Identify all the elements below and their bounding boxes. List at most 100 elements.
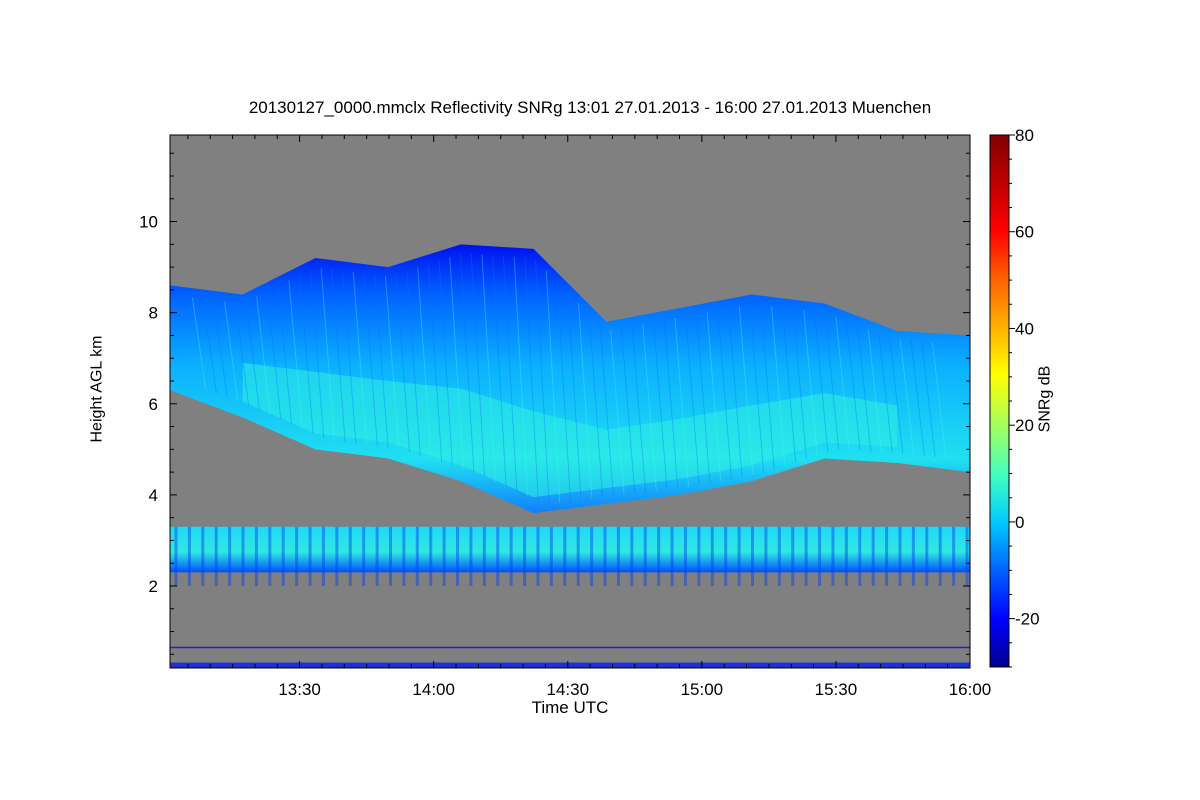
cloud-streak (460, 253, 475, 473)
colorbar-tick-label: 20 (1015, 416, 1034, 435)
x-tick-label: 14:00 (412, 680, 455, 699)
cloud-streak (824, 312, 840, 450)
x-axis: 13:30 14:00 14:30 15:00 15:30 16:00 (187, 135, 992, 699)
cloud-streak (899, 340, 915, 455)
cloud-streak (406, 270, 421, 456)
colorbar-tick-label: 80 (1015, 126, 1034, 145)
cloud-streak (502, 256, 518, 491)
cloud-streak (224, 301, 239, 402)
cloud-streak (309, 269, 325, 439)
lower-cloud-gap (898, 526, 902, 586)
lower-cloud-gap (308, 526, 312, 586)
cloud-streak (931, 342, 947, 459)
cloud-streak (867, 328, 883, 453)
cloud-streak (610, 330, 625, 495)
cloud-streak (620, 328, 636, 494)
cloud-streak (438, 260, 453, 466)
cloud-streak (266, 291, 282, 420)
cloud-streak (384, 275, 400, 450)
cloud-streak (256, 296, 271, 415)
lower-cloud-gap (885, 526, 889, 586)
lower-cloud-gap (563, 526, 567, 586)
lower-cloud-gap (818, 526, 822, 586)
lower-cloud-gap (523, 526, 527, 586)
cloud-streak (771, 305, 786, 466)
lower-cloud-gap (187, 526, 191, 586)
cloud-streak (481, 254, 496, 482)
x-tick-label: 15:00 (681, 680, 724, 699)
cloud-streak (342, 270, 357, 444)
cloud-streak (738, 305, 754, 475)
cloud-streak (417, 266, 432, 459)
lower-cloud-gap (965, 526, 969, 586)
lower-cloud-gap (791, 526, 795, 586)
cloud-streak (288, 280, 303, 429)
cloud-streak (374, 274, 389, 448)
plot-area (170, 135, 970, 668)
cloud-streak (492, 255, 507, 487)
cloud-streak (878, 333, 893, 453)
x-tick-label: 14:30 (546, 680, 589, 699)
lower-cloud-gap (871, 526, 875, 586)
colorbar-tick-label: -20 (1015, 610, 1040, 629)
lower-cloud-gap (442, 526, 446, 586)
y-tick-label: 10 (139, 213, 158, 232)
cloud-streak (781, 307, 797, 463)
lower-cloud-gap (777, 526, 781, 586)
y-tick-label: 2 (149, 577, 158, 596)
lower-cloud-gap (697, 526, 701, 586)
lower-cloud-gap (268, 526, 272, 586)
cloud-streak (813, 311, 829, 453)
lower-cloud-gap (375, 526, 379, 586)
cloud-streak (524, 257, 539, 501)
lower-cloud-gap (281, 526, 285, 586)
lower-cloud-gap (603, 526, 607, 586)
lower-cloud-gap (590, 526, 594, 586)
lower-cloud-gap (858, 526, 862, 586)
lower-cloud-gap (228, 526, 232, 586)
x-tick-label: 15:30 (815, 680, 858, 699)
lower-cloud-gap (496, 526, 500, 586)
cloud-streak (717, 309, 732, 479)
cloud-streak (792, 308, 807, 460)
cloud-streak (299, 275, 314, 434)
lower-cloud-gap (295, 526, 299, 586)
plot-frame (169, 134, 971, 669)
lower-cloud-gap (764, 526, 768, 586)
cloud-streak (663, 319, 679, 488)
y-tick-label: 6 (149, 395, 158, 414)
lower-cloud-gap (616, 526, 620, 586)
cloud-streak (695, 313, 711, 483)
lower-cloud-gap (415, 526, 419, 586)
cloud-streak (277, 285, 293, 424)
cloud-streak (856, 324, 872, 452)
cloud-streak (803, 310, 818, 456)
cloud-streak (202, 298, 217, 394)
cloud-streak (631, 326, 647, 492)
cloud-streak (213, 299, 228, 398)
x-tick-label: 16:00 (949, 680, 992, 699)
cloud-streak (835, 316, 850, 451)
cloud-streak (577, 302, 593, 499)
lower-cloud-gap (751, 526, 755, 586)
lower-cloud-gap (952, 526, 956, 586)
y-tick-label: 8 (149, 304, 158, 323)
ground-clutter-band (170, 662, 970, 668)
cloud-streak (513, 256, 529, 496)
lower-cloud-gap (174, 526, 178, 586)
lower-cloud-gap (388, 526, 392, 586)
lower-cloud-gap (321, 526, 325, 586)
cloud-streak (749, 303, 765, 473)
lower-cloud-gap (429, 526, 433, 586)
cloud-streak (352, 271, 368, 445)
cloud-streak (653, 321, 668, 490)
cloud-streak (706, 311, 722, 481)
lower-cloud-gap (911, 526, 915, 586)
cloud-streak (427, 263, 443, 462)
lower-cloud-gap (201, 526, 205, 586)
lower-cloud-gap (925, 526, 929, 586)
colorbar-label: SNRg dB (1036, 365, 1054, 433)
lower-cloud-gap (482, 526, 486, 586)
cloud-streak (234, 302, 250, 406)
y-tick-label: 4 (149, 486, 158, 505)
